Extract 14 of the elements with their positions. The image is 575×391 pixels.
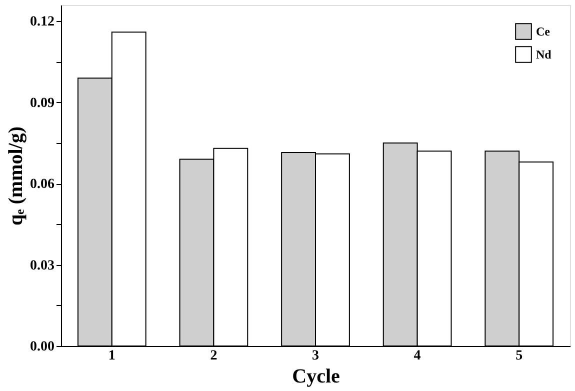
- y-axis-title: qₑ (mmol/g): [5, 126, 27, 226]
- x-tick-label: 3: [312, 348, 319, 364]
- y-tick-label: 0.06: [30, 177, 54, 192]
- x-tick-label: 4: [414, 348, 421, 364]
- y-tick-label: 0.00: [30, 340, 54, 354]
- y-tick-label: 0.12: [30, 14, 54, 30]
- x-tick-label: 1: [108, 348, 116, 364]
- x-tick-label: 2: [210, 348, 218, 364]
- x-tick-label: 5: [516, 348, 523, 364]
- legend-label: Ce: [536, 24, 551, 38]
- y-tick-label: 0.09: [30, 96, 54, 111]
- x-axis-title: Cycle: [292, 366, 340, 388]
- y-tick-label: 0.03: [30, 258, 54, 274]
- legend-label: Nd: [536, 48, 552, 62]
